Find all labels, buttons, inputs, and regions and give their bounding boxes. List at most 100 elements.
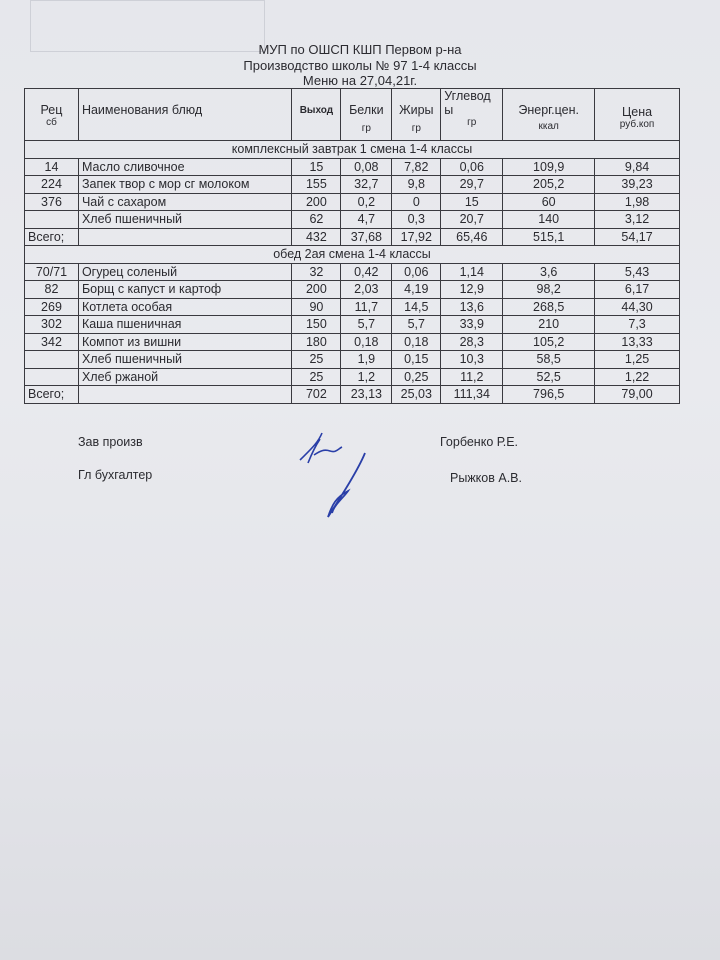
table-cell: 7,3 — [594, 315, 680, 334]
table-cell: 515,1 — [502, 227, 596, 246]
section-title: комплексный завтрак 1 смена 1-4 классы — [24, 140, 680, 159]
table-cell: 0,08 — [340, 157, 393, 176]
table-cell: 11,2 — [440, 367, 504, 386]
table-cell: 20,7 — [440, 210, 504, 229]
table-cell: 155 — [291, 175, 342, 194]
table-cell: 6,17 — [594, 280, 680, 299]
table-cell: 0,3 — [391, 210, 442, 229]
table-cell: 79,00 — [594, 385, 680, 404]
table-cell: 0,42 — [340, 262, 393, 281]
table-cell: 13,33 — [594, 332, 680, 351]
table-row: Хлеб пшеничный 25 1,9 0,15 10,3 58,5 1,25 — [24, 350, 680, 369]
table-cell: 150 — [291, 315, 342, 334]
table-cell: 5,7 — [391, 315, 442, 334]
table-cell: 1,25 — [594, 350, 680, 369]
table-row: 302 Каша пшеничная 150 5,7 5,7 33,9 210 7,3 — [24, 315, 680, 334]
table-cell: 25 — [291, 350, 342, 369]
table-cell: 33,9 — [440, 315, 504, 334]
table-cell: 140 — [502, 210, 596, 229]
table-cell: 796,5 — [502, 385, 596, 404]
school-title: Производство школы № 97 1-4 классы — [243, 58, 477, 73]
table-cell: 7,82 — [391, 157, 442, 176]
table-row: 342 Компот из вишни 180 0,18 0,18 28,3 105,2 13… — [24, 332, 680, 351]
table-cell: 15 — [291, 157, 342, 176]
table-cell: Хлеб пшеничный — [77, 350, 293, 369]
table-cell: 15 — [440, 192, 504, 211]
section-row: обед 2ая смена 1-4 классы — [24, 245, 680, 264]
menu-date: Меню на 27,04,21г. — [302, 73, 418, 88]
table-cell: 342 — [24, 332, 79, 351]
table-row: Хлеб пшеничный 62 4,7 0,3 20,7 140 3,12 — [24, 210, 680, 229]
table-cell: 17,92 — [391, 227, 442, 246]
table-cell: 1,2 — [340, 367, 393, 386]
table-cell: Каша пшеничная — [77, 315, 293, 334]
table-cell: 1,9 — [340, 350, 393, 369]
table-cell — [77, 385, 293, 404]
table-cell: 70/71 — [24, 262, 79, 281]
table-cell: 32,7 — [340, 175, 393, 194]
table-cell: 200 — [291, 192, 342, 211]
section-title: обед 2ая смена 1-4 классы — [24, 245, 680, 264]
table-cell: 11,7 — [340, 297, 393, 316]
table-cell: 90 — [291, 297, 342, 316]
table-row: Хлеб ржаной 25 1,2 0,25 11,2 52,5 1,22 — [24, 367, 680, 386]
table-cell: 210 — [502, 315, 596, 334]
table-cell: Компот из вишни — [77, 332, 293, 351]
table-cell: Запек твор с мор сг молоком — [77, 175, 293, 194]
table-cell: 4,19 — [391, 280, 442, 299]
table-cell: 302 — [24, 315, 79, 334]
table-cell: 2,03 — [340, 280, 393, 299]
col-output: Выход — [291, 88, 342, 141]
table-cell: Борщ с капуст и картоф — [77, 280, 293, 299]
stamp — [30, 0, 265, 52]
table-cell: 205,2 — [502, 175, 596, 194]
table-cell: 39,23 — [594, 175, 680, 194]
table-cell: 65,46 — [440, 227, 504, 246]
table-cell: 12,9 — [440, 280, 504, 299]
table-cell: 269 — [24, 297, 79, 316]
org-title: МУП по ОШСП КШП Первом р-на — [258, 42, 462, 57]
table-cell: 62 — [291, 210, 342, 229]
table-cell: 3,6 — [502, 262, 596, 281]
table-cell: 111,34 — [440, 385, 504, 404]
signature — [299, 432, 366, 518]
table-row: 70/71 Огурец соленый 32 0,42 0,06 1,14 3,6 5,43 — [24, 262, 680, 281]
table-cell — [24, 350, 79, 369]
col-price: Цена руб.коп — [594, 88, 680, 141]
table-cell: 14,5 — [391, 297, 442, 316]
table-row: 14 Масло сливочное 15 0,08 7,82 0,06 109,9 9,84 — [24, 157, 680, 176]
table-cell: 5,7 — [340, 315, 393, 334]
total-row: Всего; 702 23,13 25,03 111,34 796,5 79,00 — [24, 385, 680, 404]
table-cell: 32 — [291, 262, 342, 281]
table-cell: 0,18 — [391, 332, 442, 351]
table-cell: 52,5 — [502, 367, 596, 386]
table-cell: Котлета особая — [77, 297, 293, 316]
table-cell: 224 — [24, 175, 79, 194]
table-cell: 376 — [24, 192, 79, 211]
table-cell: 1,22 — [594, 367, 680, 386]
head-name: Горбенко Р.Е. — [440, 435, 519, 449]
table-cell: Всего; — [24, 385, 79, 404]
menu-table: Рец сб Наименования блюд Выход Белки гр Жи… — [24, 88, 680, 404]
table-cell — [24, 210, 79, 229]
table-cell: 432 — [291, 227, 342, 246]
table-cell: 1,98 — [594, 192, 680, 211]
table-cell: 25 — [291, 367, 342, 386]
table-cell: Всего; — [24, 227, 79, 246]
table-cell: 9,8 — [391, 175, 442, 194]
table-cell: Хлеб пшеничный — [77, 210, 293, 229]
table-cell: 268,5 — [502, 297, 596, 316]
table-cell: 54,17 — [594, 227, 680, 246]
table-cell: 82 — [24, 280, 79, 299]
table-cell: 0,15 — [391, 350, 442, 369]
table-cell: 3,12 — [594, 210, 680, 229]
table-cell: 0,06 — [391, 262, 442, 281]
col-fat: Жиры гр — [391, 88, 442, 141]
accountant-title: Гл бухгалтер — [78, 468, 153, 482]
table-cell: 37,68 — [340, 227, 393, 246]
table-cell: 0,2 — [340, 192, 393, 211]
table-cell: 105,2 — [502, 332, 596, 351]
table-cell: 1,14 — [440, 262, 504, 281]
table-cell: 10,3 — [440, 350, 504, 369]
col-rec: Рец сб — [24, 88, 79, 141]
